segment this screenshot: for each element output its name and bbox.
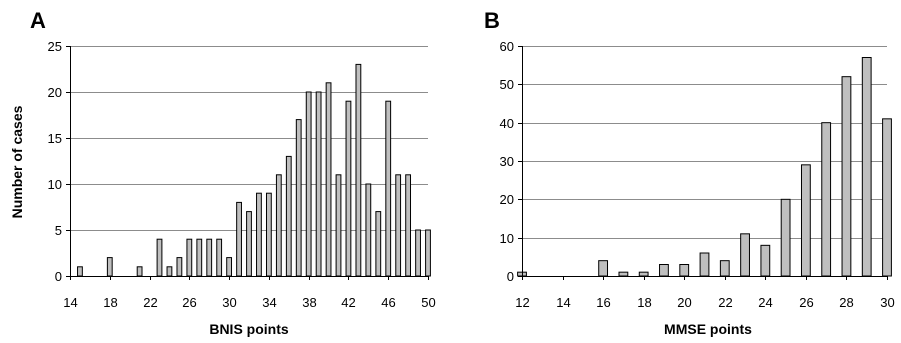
panel-b-bar: [679, 264, 690, 277]
panel-a-bar: [77, 266, 83, 277]
panel-a-y-tick-label: 15: [48, 131, 62, 146]
panel-a-bar: [136, 266, 143, 277]
panel-b-y-tick-label: 40: [500, 116, 514, 131]
panel-a-bar: [236, 201, 242, 277]
panel-b-x-tick-label: 26: [799, 295, 813, 310]
panel-a-x-tick-label: 26: [182, 295, 196, 310]
panel-b-letter: B: [484, 8, 500, 33]
panel-b-x-tick-label: 20: [677, 295, 691, 310]
panel-a-x-axis-title: BNIS points: [209, 321, 289, 337]
panel-a-y-tick-label: 25: [48, 39, 62, 54]
panel-a-bar: [305, 91, 312, 277]
panel-a-bar: [345, 100, 352, 277]
panel-b-bar: [861, 57, 872, 277]
panel-b-bar: [719, 260, 730, 277]
panel-b-y-tick-label: 30: [500, 154, 514, 169]
panel-b-bar: [598, 260, 609, 277]
panel-a-bar: [375, 211, 382, 277]
panel-a-chart: A 0 5 10 15 20 25 14 18 22 26 30 34 38 42 46 50 BNIS po…: [9, 8, 436, 337]
panel-a-bar: [176, 257, 183, 277]
panel-a-y-axis-title: Number of cases: [9, 105, 25, 218]
panel-a-bar: [156, 238, 163, 277]
panel-b-bar: [760, 244, 771, 277]
panel-b-y-tick-label: 20: [500, 192, 514, 207]
panel-b-x-tick-label: 28: [839, 295, 853, 310]
panel-a-bar: [365, 183, 372, 277]
panel-a-bar: [256, 192, 262, 277]
panel-a-bar: [216, 238, 223, 277]
panel-a-bar: [295, 119, 302, 277]
panel-b-bar: [618, 271, 629, 277]
panel-a-bar: [106, 257, 113, 277]
panel-b-bar: [882, 118, 892, 277]
panel-a-bar: [425, 229, 431, 277]
panel-b-bar: [740, 233, 750, 277]
panel-a-x-tick-label: 30: [222, 295, 236, 310]
panel-a-x-tick-label: 14: [63, 295, 77, 310]
panel-b-x-tick-label: 24: [758, 295, 772, 310]
panel-b-x-tick-label: 18: [637, 295, 651, 310]
panel-a-y-tick-label: 20: [48, 85, 62, 100]
panel-b-x-tick-label: 16: [596, 295, 610, 310]
panel-b-y-tick-label: 50: [500, 77, 514, 92]
panel-b-y-tick-label: 0: [507, 269, 514, 284]
panel-a-bar: [285, 155, 292, 277]
panel-a-x-tick-label: 46: [381, 295, 395, 310]
panel-b-x-tick-label: 12: [515, 295, 529, 310]
panel-a-bar: [275, 174, 282, 277]
panel-b-bar: [699, 252, 710, 277]
panel-a-x-tick-label: 22: [143, 295, 157, 310]
panel-b-x-tick-label: 30: [880, 295, 894, 310]
panel-b-chart: B 0 10 20 30 40 50 60 12 14 16 18 20 22 24 26 28 30 MMSE…: [484, 8, 895, 337]
panel-a-letter: A: [30, 8, 46, 33]
panel-a-bar: [196, 238, 203, 277]
panel-a-bar: [415, 229, 421, 277]
panel-b-bar: [841, 76, 852, 277]
panel-a-bar: [355, 63, 362, 277]
panel-b-bar: [821, 122, 832, 277]
panel-b-x-axis-title: MMSE points: [664, 321, 752, 337]
panel-a-bar: [206, 238, 213, 277]
panel-a-bar: [186, 238, 193, 277]
panel-a-bar: [166, 266, 173, 277]
panel-a-x-tick-label: 50: [421, 295, 435, 310]
panel-b-bar: [638, 271, 649, 277]
panel-a-bar: [315, 91, 322, 277]
panel-a-bar: [246, 211, 252, 277]
panel-a-y-tick-label: 10: [48, 177, 62, 192]
panel-a-x-tick-label: 38: [302, 295, 316, 310]
panel-b-y-tick-label: 10: [500, 231, 514, 246]
panel-a-bar: [385, 100, 392, 277]
panel-b-bar: [659, 264, 669, 277]
panel-a-bar: [226, 257, 233, 277]
panel-a-bar: [335, 174, 342, 277]
panel-b-bar: [780, 198, 791, 277]
panel-a-bar: [395, 174, 402, 277]
panel-a-y-tick-label: 5: [55, 223, 62, 238]
panel-b-x-tick-label: 14: [556, 295, 570, 310]
panel-b-y-tick-label: 60: [500, 39, 514, 54]
panel-a-bar: [405, 174, 412, 277]
panel-a-x-tick-label: 42: [341, 295, 355, 310]
panel-a-x-tick-label: 34: [262, 295, 276, 310]
panel-a-bar: [325, 82, 332, 277]
panel-a-x-tick-label: 18: [103, 295, 117, 310]
panel-a-y-tick-label: 0: [55, 269, 62, 284]
panel-b-x-tick-label: 22: [718, 295, 732, 310]
panel-a-bar: [265, 192, 272, 277]
panel-b-bar: [800, 164, 811, 277]
